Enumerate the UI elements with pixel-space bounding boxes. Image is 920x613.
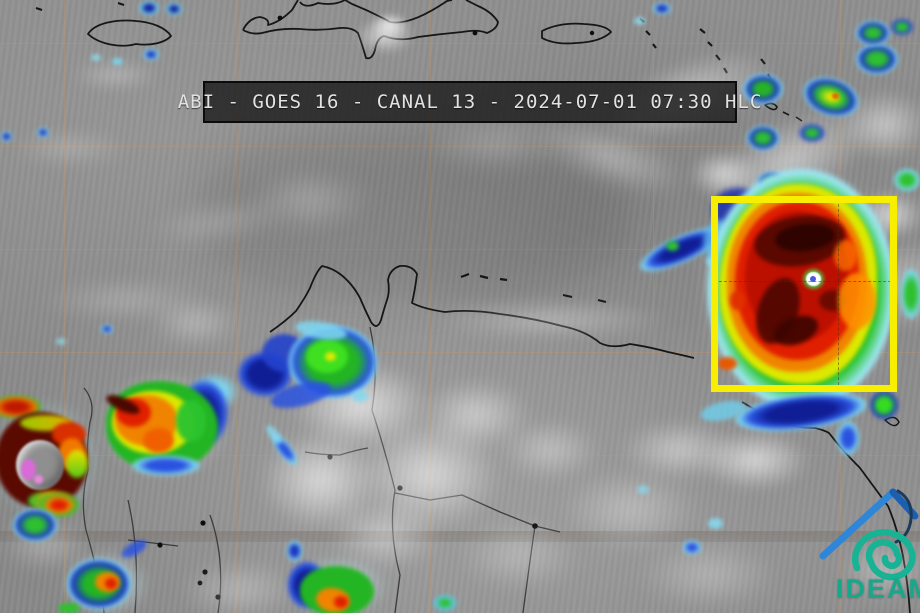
- ideam-logo: IDEAM: [815, 478, 920, 613]
- grid-crosshair: [714, 281, 896, 282]
- ideam-logo-graphic: [819, 488, 919, 581]
- grid-crosshair: [838, 199, 839, 390]
- title-bar: ABI - GOES 16 - CANAL 13 - 2024-07-01 07…: [178, 81, 761, 123]
- hurricane-spiral-icon: [852, 529, 916, 581]
- hurricane-highlight-box: [711, 196, 897, 392]
- logo-roof-left: [819, 488, 897, 560]
- title-text: ABI - GOES 16 - CANAL 13 - 2024-07-01 07…: [177, 91, 763, 113]
- ideam-logo-text: IDEAM: [836, 574, 920, 604]
- gray-band: [0, 531, 920, 542]
